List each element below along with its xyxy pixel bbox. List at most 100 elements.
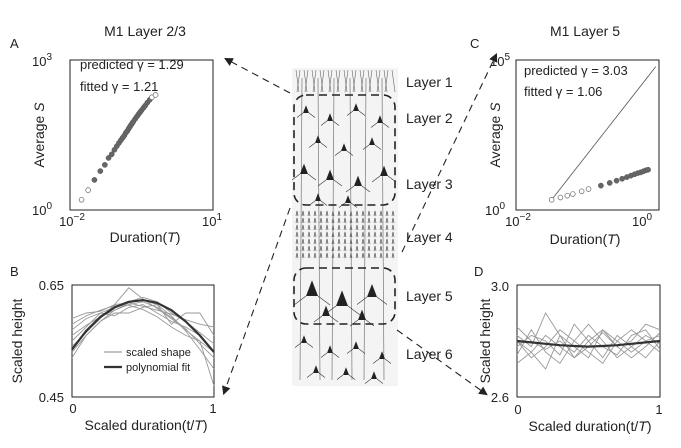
neuron-soma: [315, 193, 321, 201]
panel-d-ytick-bottom: 2.6: [491, 390, 509, 405]
basal-dendrite: [293, 295, 331, 306]
panel-a-fitted: fitted γ = 1.21: [80, 79, 158, 94]
apical-dendrite: [317, 77, 321, 381]
panel-c-fitted: fitted γ = 1.06: [524, 84, 602, 99]
neuron-soma: [354, 175, 362, 186]
neuron-soma: [301, 335, 307, 343]
connector-arrows: [222, 53, 498, 396]
dendrite-line: [336, 69, 341, 93]
neuron-soma: [343, 367, 349, 375]
panel-d: D 3.0 2.6 0 1 Scaled duration(t/T) Scale…: [474, 264, 663, 434]
neuron-soma: [369, 137, 375, 145]
basal-dendrite: [334, 150, 354, 156]
panel-a-ytick-bottom: 100: [32, 201, 52, 218]
shape-series-line: [516, 329, 661, 364]
dendrite-line: [335, 69, 340, 93]
shape-series-line: [71, 304, 215, 353]
dendrite-line: [352, 69, 357, 93]
neuron-soma: [326, 169, 334, 180]
panel-b: B 0.65 0.45 0 1 Scaled duration(t/T) Sca…: [9, 264, 217, 433]
dendrite-line: [328, 69, 333, 93]
panel-c-predicted: predicted γ = 3.03: [524, 63, 628, 78]
neuron-soma: [327, 113, 333, 121]
basal-dendrite: [320, 352, 340, 358]
data-point-open: [548, 196, 555, 203]
basal-dendrite: [308, 142, 328, 148]
cortex-layer-2: Layer 2: [406, 110, 453, 126]
basal-dendrite: [370, 122, 390, 128]
neurons: [291, 69, 397, 384]
dendrite-line: [327, 69, 332, 93]
basal-dendrite: [356, 296, 388, 305]
panel-c-axes: [515, 59, 660, 211]
panel-b-xtick-left: 0: [69, 401, 76, 416]
basal-dendrite: [349, 319, 375, 327]
panel-d-lines: [516, 312, 661, 370]
cortex-layer-3: Layer 3: [406, 176, 453, 192]
basal-dendrite: [346, 110, 366, 116]
data-point-open: [578, 188, 585, 195]
data-point: [105, 155, 112, 161]
dendrite-line: [359, 69, 364, 93]
panel-c-title: M1 Layer 5: [550, 23, 620, 39]
panel-d-xtick-left: 0: [514, 402, 521, 417]
dendrite-line: [311, 69, 316, 93]
panel-b-xtick-right: 1: [209, 401, 216, 416]
dendrite-line: [343, 69, 348, 93]
basal-dendrite: [317, 179, 343, 187]
neuron-soma: [358, 309, 366, 320]
panel-c-letter: C: [470, 36, 479, 51]
dendrite-line: [376, 69, 381, 93]
neuron-soma: [315, 135, 321, 143]
dendrite-line: [360, 69, 365, 93]
basal-dendrite: [346, 348, 366, 354]
neuron-soma: [367, 284, 377, 297]
neuron-soma: [353, 103, 359, 111]
panel-a-ytick-top: 103: [32, 52, 52, 69]
cortex-layer-1: Layer 1: [406, 74, 453, 90]
panel-b-letter: B: [10, 264, 19, 279]
data-point: [613, 177, 620, 184]
neuron-soma: [336, 290, 348, 306]
data-point: [598, 182, 604, 189]
layer-4-texture: [294, 210, 396, 260]
layer-2-3-outline: [293, 94, 396, 206]
panel-a-axes: [69, 59, 214, 211]
cortex-layer-5: Layer 5: [406, 288, 453, 304]
panel-a-predicted: predicted γ = 1.29: [80, 57, 184, 72]
apical-dendrite: [349, 77, 353, 381]
basal-dendrite: [345, 185, 371, 193]
panel-d-ytick-top: 3.0: [491, 279, 509, 294]
dendrite-line: [296, 69, 301, 93]
data-point: [91, 177, 98, 183]
data-point-open: [78, 196, 85, 203]
panel-c-xtick-left: 10−2: [505, 212, 531, 229]
panel-a-points: [78, 92, 159, 203]
panel-a-xlabel: Duration(T): [110, 229, 181, 245]
panel-c-xtick-right: 100: [632, 212, 652, 229]
data-point-open: [85, 187, 91, 193]
data-point: [645, 166, 651, 173]
legend-shape-label: scaled shape: [126, 347, 191, 359]
neuron-soma: [379, 351, 385, 359]
neuron-soma: [303, 105, 309, 113]
apical-dendrite: [331, 77, 335, 381]
panel-a-title: M1 Layer 2/3: [104, 23, 186, 39]
panel-a-ylabel: Average S: [31, 102, 47, 168]
arrow-to-panel-b: [222, 207, 291, 396]
apical-dendrite: [299, 77, 303, 381]
dendrite-line: [383, 69, 388, 93]
data-point: [108, 151, 115, 158]
basal-dendrite: [294, 342, 314, 348]
dendrite-line: [320, 69, 325, 93]
apical-dendrite: [363, 77, 367, 381]
dendrite-line: [295, 69, 300, 93]
dendrite-line: [319, 69, 324, 93]
polynomial-fit-line: [516, 339, 661, 348]
data-point: [606, 180, 613, 186]
panel-d-xtick-right: 1: [655, 402, 662, 417]
basal-dendrite: [296, 112, 316, 118]
predicted-line: [551, 66, 657, 200]
dendrite-line: [304, 69, 309, 93]
data-point: [97, 168, 104, 174]
